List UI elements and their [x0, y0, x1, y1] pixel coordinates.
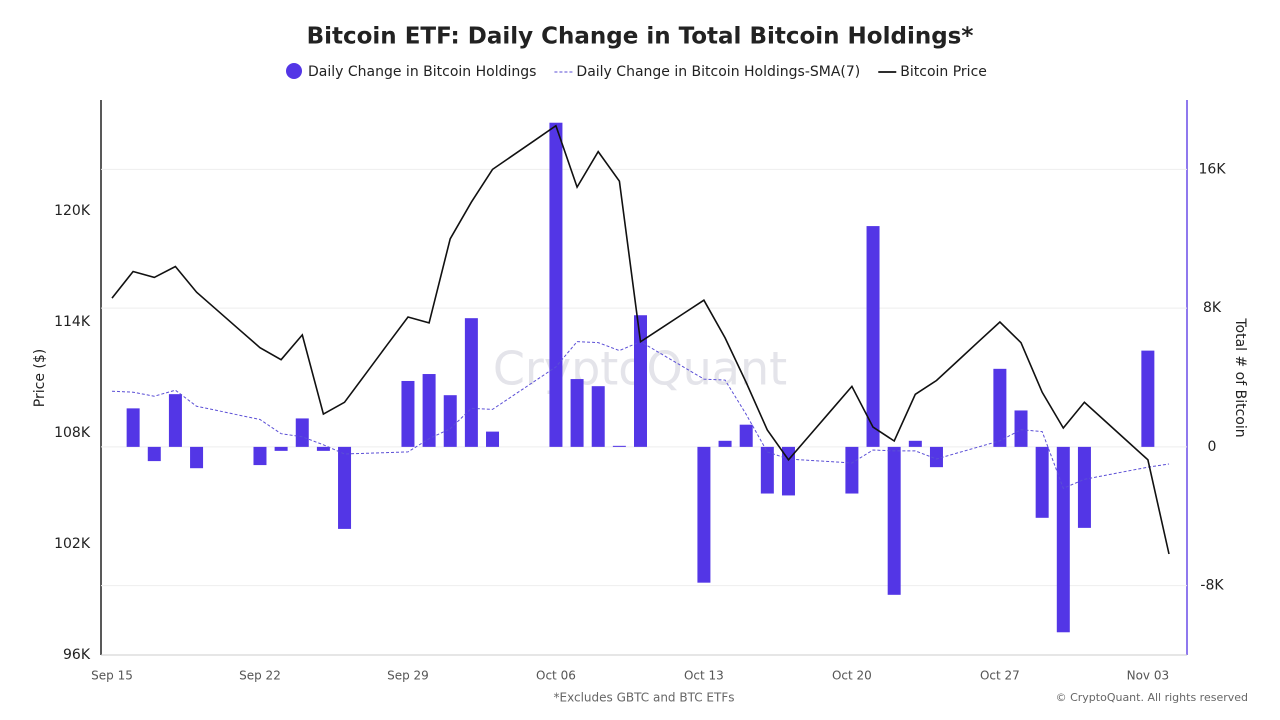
bar: [1077, 446, 1091, 528]
legend: Daily Change in Bitcoin Holdings Daily Ch…: [286, 63, 987, 80]
x-tick-label: Nov 03: [1127, 669, 1170, 683]
y-axis-label: Price ($): [32, 349, 48, 407]
x-tick-label: Sep 29: [387, 669, 429, 683]
y2-tick-label: -8K: [1200, 578, 1224, 594]
x-tick-label: Oct 06: [536, 669, 576, 683]
x-tick-label: Sep 15: [91, 669, 133, 683]
bar: [718, 440, 732, 447]
bar: [443, 395, 457, 447]
bar: [316, 446, 330, 451]
bar: [929, 446, 943, 468]
legend-label: Daily Change in Bitcoin Holdings: [308, 64, 536, 80]
y-tick-label: 96K: [63, 647, 91, 663]
bar: [464, 318, 478, 447]
y-tick-label: 120K: [54, 203, 91, 219]
bar: [147, 446, 161, 462]
bar: [866, 226, 880, 447]
bar: [295, 418, 309, 447]
bar: [993, 368, 1007, 447]
y2-axis-label: Total # of Bitcoin: [1232, 317, 1248, 437]
bar: [697, 446, 711, 583]
bar: [887, 446, 901, 595]
bar: [126, 408, 140, 447]
bar: [591, 386, 605, 447]
bar: [338, 446, 352, 529]
bar: [1141, 350, 1155, 447]
credit: © CryptoQuant. All rights reserved: [1056, 691, 1248, 704]
bar: [486, 431, 500, 447]
x-tick-label: Sep 22: [239, 669, 281, 683]
bar: [1056, 446, 1070, 633]
bar: [760, 446, 774, 494]
y2-tick-label: 16K: [1199, 161, 1227, 177]
legend-label: Bitcoin Price: [900, 64, 987, 80]
x-tick-label: Oct 27: [980, 669, 1020, 683]
bar: [1014, 410, 1028, 447]
bar: [253, 446, 267, 466]
y2-tick-label: 0: [1208, 439, 1217, 455]
y2-tick-label: 8K: [1203, 300, 1222, 316]
x-tick-label: Oct 20: [832, 669, 872, 683]
price-line: [111, 124, 1170, 555]
y-tick-label: 114K: [54, 314, 91, 330]
y-tick-label: 108K: [54, 425, 91, 441]
bar: [908, 440, 922, 447]
bar: [570, 379, 584, 447]
footnote: *Excludes GBTC and BTC ETFs: [554, 691, 735, 705]
y-tick-label: 102K: [54, 536, 91, 552]
bar: [634, 315, 647, 447]
bar: [612, 445, 626, 447]
bar: [401, 380, 415, 447]
chart-title: Bitcoin ETF: Daily Change in Total Bitco…: [307, 24, 974, 50]
bar: [845, 446, 859, 494]
legend-label: Daily Change in Bitcoin Holdings-SMA(7): [576, 64, 860, 80]
x-tick-label: Oct 13: [684, 669, 724, 683]
bar: [168, 394, 182, 447]
bar: [549, 122, 563, 447]
bar: [1035, 446, 1049, 518]
bar: [274, 446, 288, 451]
legend-marker: [286, 63, 302, 79]
bar: [422, 374, 436, 447]
bar: [190, 446, 204, 469]
bar: [739, 424, 753, 447]
